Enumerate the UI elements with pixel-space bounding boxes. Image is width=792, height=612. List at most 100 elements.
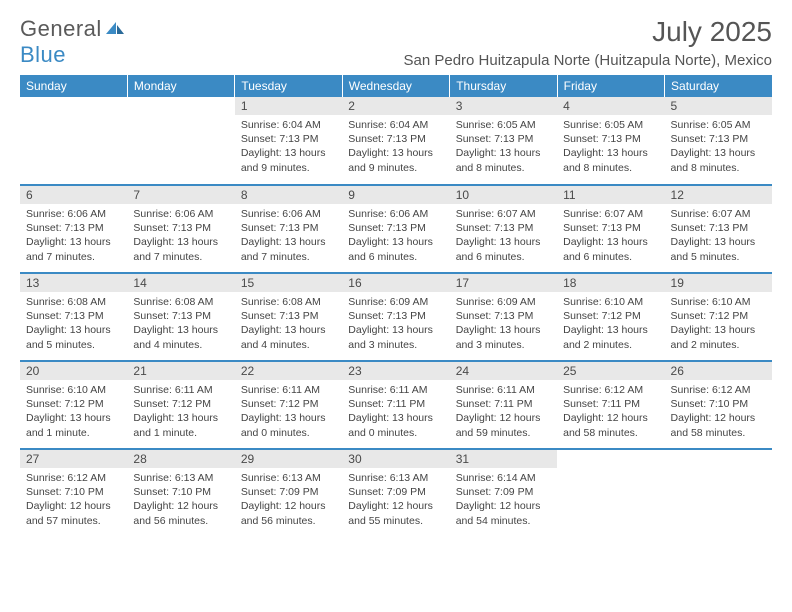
calendar-day-cell: .. (557, 449, 664, 537)
calendar-day-cell: 6Sunrise: 6:06 AMSunset: 7:13 PMDaylight… (20, 185, 127, 273)
sunrise-text: Sunrise: 6:11 AM (456, 383, 551, 397)
day-number: 28 (127, 450, 234, 468)
sunset-text: Sunset: 7:13 PM (563, 221, 658, 235)
sunrise-text: Sunrise: 6:13 AM (133, 471, 228, 485)
weekday-header: Monday (127, 75, 234, 97)
day-number: 19 (665, 274, 772, 292)
daylight-text: Daylight: 13 hours and 8 minutes. (456, 146, 551, 174)
day-number: 22 (235, 362, 342, 380)
day-details: Sunrise: 6:12 AMSunset: 7:10 PMDaylight:… (20, 468, 127, 532)
logo-text-general: General (20, 16, 102, 41)
sunset-text: Sunset: 7:13 PM (348, 221, 443, 235)
day-number: 6 (20, 186, 127, 204)
sunset-text: Sunset: 7:10 PM (133, 485, 228, 499)
calendar-day-cell: 4Sunrise: 6:05 AMSunset: 7:13 PMDaylight… (557, 97, 664, 185)
day-details: Sunrise: 6:10 AMSunset: 7:12 PMDaylight:… (557, 292, 664, 356)
day-details: Sunrise: 6:11 AMSunset: 7:12 PMDaylight:… (235, 380, 342, 444)
daylight-text: Daylight: 13 hours and 7 minutes. (241, 235, 336, 263)
sunrise-text: Sunrise: 6:06 AM (241, 207, 336, 221)
daylight-text: Daylight: 13 hours and 2 minutes. (671, 323, 766, 351)
sunset-text: Sunset: 7:13 PM (456, 309, 551, 323)
day-details: Sunrise: 6:06 AMSunset: 7:13 PMDaylight:… (20, 204, 127, 268)
daylight-text: Daylight: 13 hours and 3 minutes. (348, 323, 443, 351)
sunrise-text: Sunrise: 6:12 AM (563, 383, 658, 397)
daylight-text: Daylight: 13 hours and 8 minutes. (563, 146, 658, 174)
sunrise-text: Sunrise: 6:04 AM (241, 118, 336, 132)
sunrise-text: Sunrise: 6:11 AM (133, 383, 228, 397)
day-details: Sunrise: 6:12 AMSunset: 7:10 PMDaylight:… (665, 380, 772, 444)
calendar-day-cell: 22Sunrise: 6:11 AMSunset: 7:12 PMDayligh… (235, 361, 342, 449)
day-details: Sunrise: 6:10 AMSunset: 7:12 PMDaylight:… (20, 380, 127, 444)
day-details: Sunrise: 6:11 AMSunset: 7:11 PMDaylight:… (342, 380, 449, 444)
daylight-text: Daylight: 12 hours and 55 minutes. (348, 499, 443, 527)
calendar-day-cell: .. (665, 449, 772, 537)
calendar-day-cell: 18Sunrise: 6:10 AMSunset: 7:12 PMDayligh… (557, 273, 664, 361)
day-details: Sunrise: 6:13 AMSunset: 7:09 PMDaylight:… (235, 468, 342, 532)
day-details: Sunrise: 6:07 AMSunset: 7:13 PMDaylight:… (665, 204, 772, 268)
sunset-text: Sunset: 7:12 PM (26, 397, 121, 411)
calendar-day-cell: 25Sunrise: 6:12 AMSunset: 7:11 PMDayligh… (557, 361, 664, 449)
calendar-day-cell: .. (20, 97, 127, 185)
sunset-text: Sunset: 7:13 PM (348, 132, 443, 146)
day-details: Sunrise: 6:04 AMSunset: 7:13 PMDaylight:… (235, 115, 342, 179)
day-details: Sunrise: 6:05 AMSunset: 7:13 PMDaylight:… (450, 115, 557, 179)
calendar-day-cell: 26Sunrise: 6:12 AMSunset: 7:10 PMDayligh… (665, 361, 772, 449)
calendar-week-row: 27Sunrise: 6:12 AMSunset: 7:10 PMDayligh… (20, 449, 772, 537)
sunrise-text: Sunrise: 6:07 AM (671, 207, 766, 221)
sunrise-text: Sunrise: 6:12 AM (671, 383, 766, 397)
day-number: 31 (450, 450, 557, 468)
day-details: Sunrise: 6:13 AMSunset: 7:09 PMDaylight:… (342, 468, 449, 532)
sunset-text: Sunset: 7:13 PM (26, 309, 121, 323)
calendar-day-cell: 24Sunrise: 6:11 AMSunset: 7:11 PMDayligh… (450, 361, 557, 449)
day-number: 2 (342, 97, 449, 115)
daylight-text: Daylight: 13 hours and 4 minutes. (133, 323, 228, 351)
day-number: 14 (127, 274, 234, 292)
sunrise-text: Sunrise: 6:06 AM (348, 207, 443, 221)
weekday-header: Wednesday (342, 75, 449, 97)
daylight-text: Daylight: 13 hours and 1 minute. (26, 411, 121, 439)
sunrise-text: Sunrise: 6:08 AM (241, 295, 336, 309)
sunset-text: Sunset: 7:12 PM (563, 309, 658, 323)
calendar-day-cell: 16Sunrise: 6:09 AMSunset: 7:13 PMDayligh… (342, 273, 449, 361)
sunrise-text: Sunrise: 6:13 AM (241, 471, 336, 485)
sunrise-text: Sunrise: 6:09 AM (456, 295, 551, 309)
daylight-text: Daylight: 12 hours and 58 minutes. (563, 411, 658, 439)
day-details: Sunrise: 6:06 AMSunset: 7:13 PMDaylight:… (342, 204, 449, 268)
sunset-text: Sunset: 7:13 PM (671, 221, 766, 235)
day-number: 8 (235, 186, 342, 204)
day-number: 21 (127, 362, 234, 380)
sunset-text: Sunset: 7:13 PM (671, 132, 766, 146)
day-number: 30 (342, 450, 449, 468)
header: General Blue July 2025 San Pedro Huitzap… (20, 16, 772, 69)
day-details: Sunrise: 6:08 AMSunset: 7:13 PMDaylight:… (235, 292, 342, 356)
daylight-text: Daylight: 13 hours and 6 minutes. (456, 235, 551, 263)
day-number: 17 (450, 274, 557, 292)
sunrise-text: Sunrise: 6:10 AM (671, 295, 766, 309)
sunset-text: Sunset: 7:11 PM (348, 397, 443, 411)
daylight-text: Daylight: 13 hours and 8 minutes. (671, 146, 766, 174)
calendar-day-cell: 1Sunrise: 6:04 AMSunset: 7:13 PMDaylight… (235, 97, 342, 185)
day-number: 13 (20, 274, 127, 292)
logo: General Blue (20, 16, 126, 68)
day-number: 23 (342, 362, 449, 380)
day-details: Sunrise: 6:07 AMSunset: 7:13 PMDaylight:… (557, 204, 664, 268)
daylight-text: Daylight: 12 hours and 56 minutes. (241, 499, 336, 527)
day-number: 18 (557, 274, 664, 292)
calendar-day-cell: 20Sunrise: 6:10 AMSunset: 7:12 PMDayligh… (20, 361, 127, 449)
sunset-text: Sunset: 7:12 PM (671, 309, 766, 323)
calendar-week-row: ....1Sunrise: 6:04 AMSunset: 7:13 PMDayl… (20, 97, 772, 185)
calendar-table: Sunday Monday Tuesday Wednesday Thursday… (20, 75, 772, 537)
day-details: Sunrise: 6:05 AMSunset: 7:13 PMDaylight:… (557, 115, 664, 179)
calendar-day-cell: 23Sunrise: 6:11 AMSunset: 7:11 PMDayligh… (342, 361, 449, 449)
sunrise-text: Sunrise: 6:14 AM (456, 471, 551, 485)
calendar-week-row: 13Sunrise: 6:08 AMSunset: 7:13 PMDayligh… (20, 273, 772, 361)
calendar-day-cell: 21Sunrise: 6:11 AMSunset: 7:12 PMDayligh… (127, 361, 234, 449)
location-subtitle: San Pedro Huitzapula Norte (Huitzapula N… (403, 52, 772, 69)
daylight-text: Daylight: 13 hours and 0 minutes. (241, 411, 336, 439)
day-details: Sunrise: 6:10 AMSunset: 7:12 PMDaylight:… (665, 292, 772, 356)
title-block: July 2025 San Pedro Huitzapula Norte (Hu… (403, 16, 772, 69)
day-number: 4 (557, 97, 664, 115)
daylight-text: Daylight: 13 hours and 6 minutes. (348, 235, 443, 263)
calendar-day-cell: 31Sunrise: 6:14 AMSunset: 7:09 PMDayligh… (450, 449, 557, 537)
sunset-text: Sunset: 7:09 PM (456, 485, 551, 499)
